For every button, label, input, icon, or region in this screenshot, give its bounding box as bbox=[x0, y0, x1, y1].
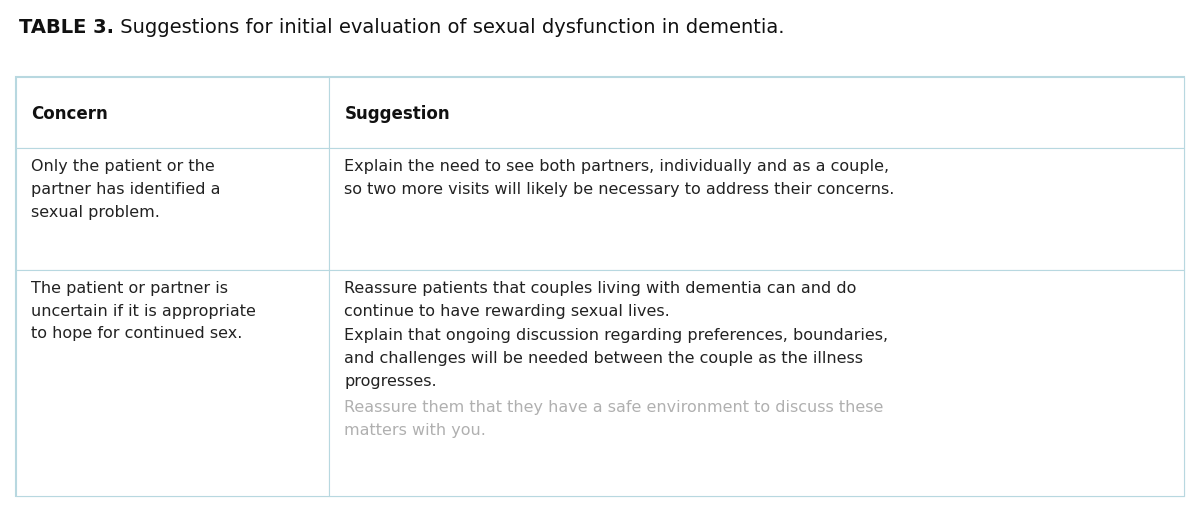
Bar bbox=[329, 270, 1184, 496]
Text: Explain that ongoing discussion regarding preferences, boundaries,
and challenge: Explain that ongoing discussion regardin… bbox=[344, 328, 888, 388]
Text: TABLE 3.: TABLE 3. bbox=[19, 18, 114, 37]
Text: Only the patient or the
partner has identified a
sexual problem.: Only the patient or the partner has iden… bbox=[31, 159, 221, 220]
Text: Reassure them that they have a safe environment to discuss these
matters with yo: Reassure them that they have a safe envi… bbox=[344, 399, 884, 437]
Text: Suggestion: Suggestion bbox=[344, 105, 450, 123]
Bar bbox=[16, 78, 1184, 496]
Text: The patient or partner is
uncertain if it is appropriate
to hope for continued s: The patient or partner is uncertain if i… bbox=[31, 280, 256, 341]
Text: Suggestions for initial evaluation of sexual dysfunction in dementia.: Suggestions for initial evaluation of se… bbox=[114, 18, 785, 37]
Bar bbox=[329, 78, 1184, 149]
Bar bbox=[16, 78, 329, 149]
Text: Reassure patients that couples living with dementia can and do
continue to have : Reassure patients that couples living wi… bbox=[344, 280, 857, 318]
Text: Concern: Concern bbox=[31, 105, 108, 123]
Bar bbox=[16, 270, 329, 496]
Bar bbox=[16, 149, 329, 270]
Bar bbox=[329, 149, 1184, 270]
Text: Explain the need to see both partners, individually and as a couple,
so two more: Explain the need to see both partners, i… bbox=[344, 159, 895, 197]
